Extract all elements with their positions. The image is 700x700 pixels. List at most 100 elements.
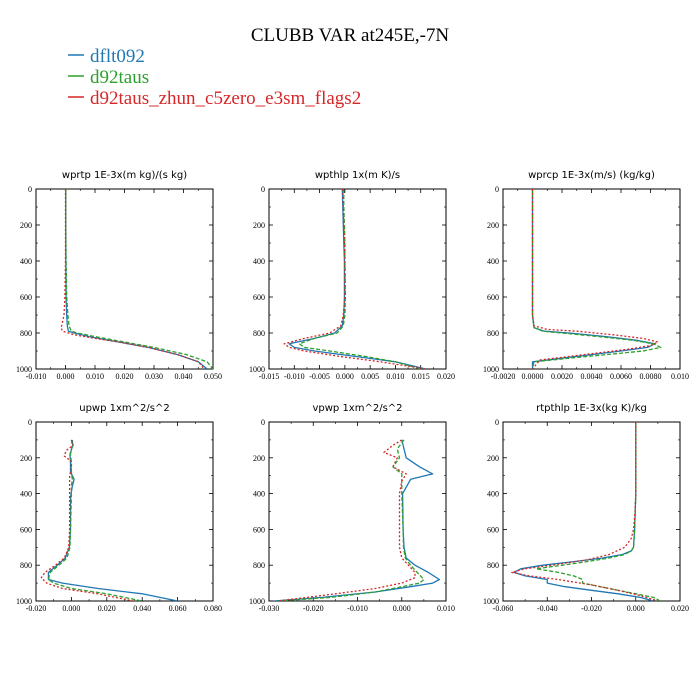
legend-entry-dflt092: dflt092: [68, 46, 145, 67]
y-tick-label: 1000: [483, 365, 499, 374]
panel-frame: [35, 421, 214, 602]
panel-frame: [35, 188, 214, 370]
x-tick-label: 0.0000: [522, 372, 544, 381]
panel-frame: [268, 421, 447, 602]
y-tick-label: 600: [253, 525, 265, 534]
x-tick-label: 0.030: [145, 372, 163, 381]
x-tick-label: -0.010: [347, 604, 368, 613]
x-tick-label: -0.030: [259, 604, 280, 613]
legend-entry-d92taus: d92taus: [68, 67, 149, 88]
x-tick-label: -0.010: [26, 372, 47, 381]
x-tick-label: 0.010: [671, 372, 689, 381]
y-tick-label: 0: [261, 185, 265, 194]
y-tick-label: 800: [487, 561, 499, 570]
series-line-dflt092: [288, 189, 426, 369]
y-tick-label: 400: [487, 257, 499, 266]
x-tick-label: 0.000: [393, 604, 411, 613]
panels-container: wprtp 1E-3x(m kg)/(s kg) -0.010 0.000 0.010…: [16, 170, 689, 613]
y-tick-label: 1000: [16, 365, 32, 374]
y-tick-label: 0: [28, 418, 32, 427]
x-tick-label: 0.0020: [551, 372, 573, 381]
panel-series-group: [60, 189, 213, 369]
series-line-dflt092: [47, 439, 178, 601]
x-tick-label: -0.060: [493, 604, 514, 613]
x-tick-label: -0.0020: [491, 372, 516, 381]
panel-4: upwp 1xm^2/s^2 -0.020 0.000 0.020 0.040 0.060…: [16, 403, 222, 613]
panel-title: wprtp 1E-3x(m kg)/(s kg): [62, 170, 187, 181]
x-tick-label: -0.005: [309, 372, 330, 381]
x-tick-label: 0.020: [116, 372, 134, 381]
x-tick-label: 0.010: [437, 604, 455, 613]
y-tick-label: 400: [20, 257, 32, 266]
y-tick-label: 200: [20, 454, 32, 463]
series-line-dflt092: [513, 422, 654, 601]
x-tick-label: 0.040: [133, 604, 151, 613]
x-tick-label: -0.020: [581, 604, 602, 613]
panel-series-group: [531, 189, 662, 369]
x-tick-label: 0.005: [361, 372, 379, 381]
x-tick-label: 0.040: [175, 372, 193, 381]
panel-5: vpwp 1xm^2/s^2 -0.030 -0.020 -0.010 0.000 0.0…: [249, 403, 455, 613]
panel-frame: [502, 188, 681, 370]
series-line-dflt092: [531, 189, 656, 369]
x-tick-label: 0.0060: [610, 372, 632, 381]
y-tick-label: 1000: [249, 365, 265, 374]
x-tick-label: 0.020: [98, 604, 116, 613]
y-tick-label: 200: [253, 454, 265, 463]
y-tick-label: 400: [20, 490, 32, 499]
panel-series-group: [283, 189, 426, 369]
x-tick-label: -0.010: [284, 372, 305, 381]
figure-title: CLUBB VAR at245E,-7N: [251, 25, 450, 46]
panel-series-group: [273, 439, 441, 601]
y-tick-label: 400: [253, 257, 265, 266]
x-tick-label: -0.040: [537, 604, 558, 613]
y-tick-label: 800: [20, 561, 32, 570]
series-line-zhun: [531, 189, 659, 369]
y-tick-label: 200: [487, 221, 499, 230]
series-line-d92taus: [47, 439, 143, 601]
x-tick-label: 0.020: [437, 372, 455, 381]
y-tick-label: 600: [487, 293, 499, 302]
legend-label-zhun: d92taus_zhun_c5zero_e3sm_flags2: [90, 88, 361, 109]
x-tick-label: 0.020: [671, 604, 689, 613]
x-tick-label: 0.0040: [581, 372, 603, 381]
y-tick-label: 400: [253, 490, 265, 499]
y-tick-label: 1000: [16, 597, 32, 606]
legend-label-d92taus: d92taus: [90, 67, 149, 88]
x-tick-label: 0.000: [57, 372, 75, 381]
y-tick-label: 800: [487, 329, 499, 338]
x-tick-label: 0.050: [204, 372, 222, 381]
panel-frame: [502, 421, 681, 602]
legend-entry-zhun: d92taus_zhun_c5zero_e3sm_flags2: [68, 88, 361, 109]
panel-1: wprtp 1E-3x(m kg)/(s kg) -0.010 0.000 0.010…: [16, 170, 222, 381]
x-tick-label: 0.080: [204, 604, 222, 613]
series-line-d92taus: [298, 189, 421, 369]
x-tick-label: 0.010: [386, 372, 404, 381]
y-tick-label: 0: [495, 185, 499, 194]
series-line-dflt092: [273, 439, 441, 601]
panel-title: vpwp 1xm^2/s^2: [312, 403, 402, 414]
series-line-d92taus: [65, 189, 213, 369]
y-tick-label: 200: [20, 221, 32, 230]
x-tick-label: -0.020: [26, 604, 47, 613]
panel-title: rtpthlp 1E-3x(kg K)/kg: [536, 403, 647, 414]
panel-6: rtpthlp 1E-3x(kg K)/kg -0.060 -0.040 -0.020…: [483, 403, 689, 613]
y-tick-label: 0: [261, 418, 265, 427]
y-tick-label: 600: [253, 293, 265, 302]
y-tick-label: 800: [20, 329, 32, 338]
series-line-zhun: [283, 189, 426, 369]
panel-title: upwp 1xm^2/s^2: [79, 403, 169, 414]
panel-title: wprcp 1E-3x(m/s) (kg/kg): [528, 170, 655, 181]
y-tick-label: 200: [487, 454, 499, 463]
y-tick-label: 800: [253, 561, 265, 570]
y-tick-label: 800: [253, 329, 265, 338]
y-tick-label: 600: [487, 525, 499, 534]
series-line-zhun: [40, 439, 134, 601]
series-line-d92taus: [531, 189, 662, 369]
x-tick-label: 0.015: [412, 372, 430, 381]
panel-series-group: [511, 422, 661, 601]
x-tick-label: -0.015: [259, 372, 280, 381]
series-line-d92taus: [277, 439, 425, 601]
y-tick-label: 400: [487, 490, 499, 499]
